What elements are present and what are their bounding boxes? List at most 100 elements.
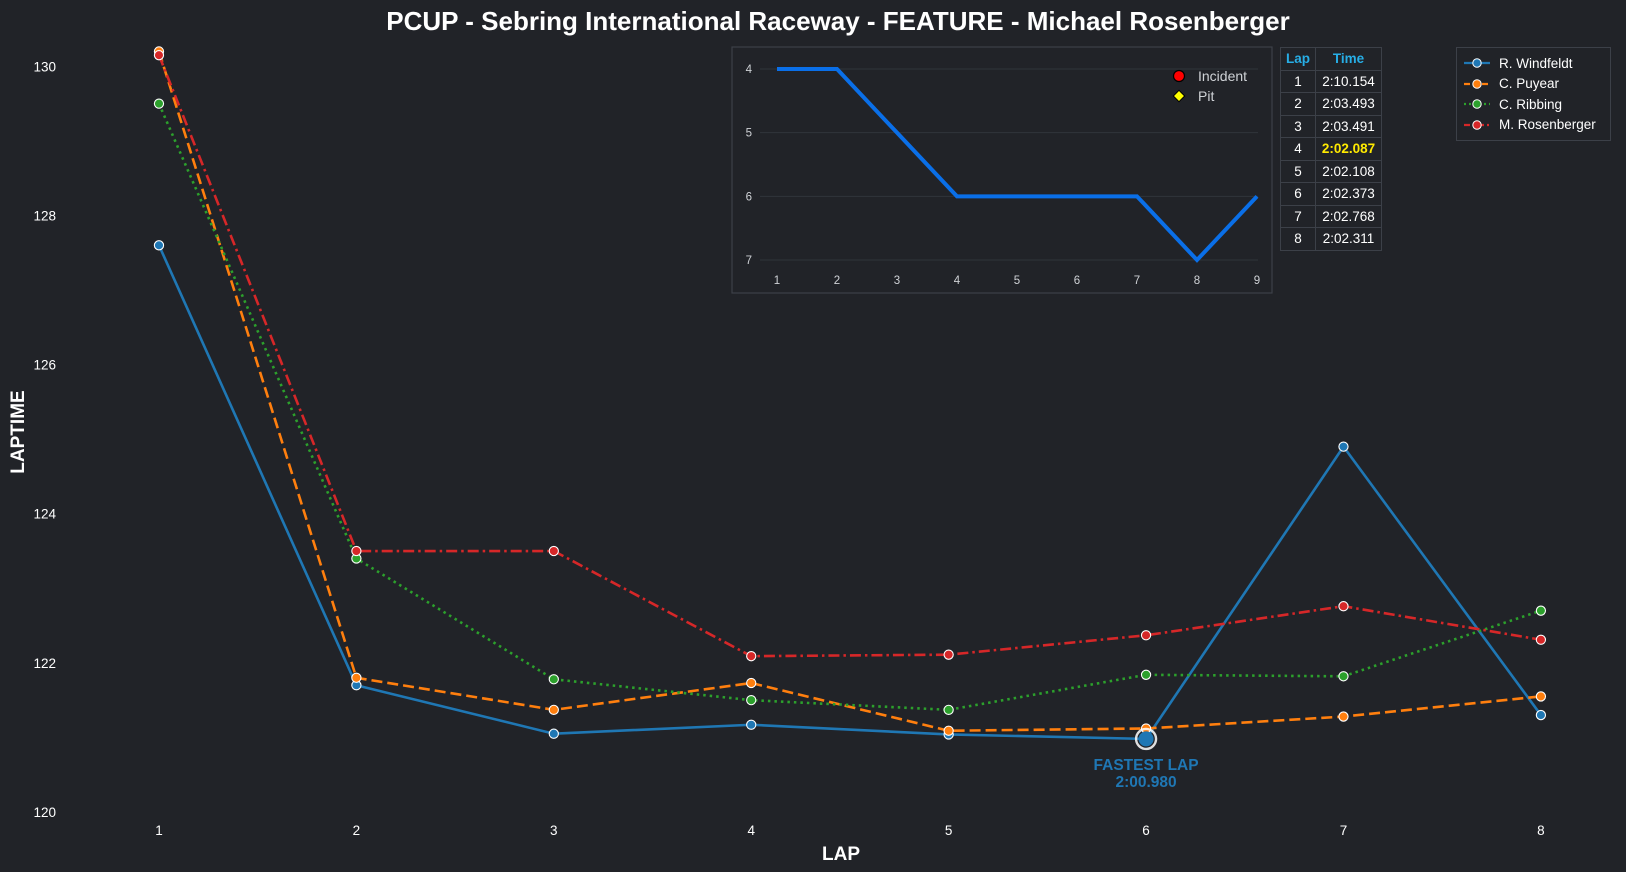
lap-column-header: Lap: [1280, 47, 1316, 71]
y-axis-ticks: 120 122 124 126 128 130: [33, 59, 56, 820]
x-tick-label: 5: [945, 823, 953, 838]
inset-x-tick-label: 5: [1014, 275, 1020, 287]
data-point: [548, 545, 559, 557]
inset-x-tick-label: 2: [834, 275, 840, 287]
data-point: [1535, 691, 1547, 702]
data-point: [153, 98, 165, 109]
data-point: [1535, 634, 1547, 645]
inset-position-line: [777, 67, 1259, 263]
inset-x-tick-label: 1: [774, 275, 780, 287]
data-point: [548, 728, 559, 739]
data-point: [1140, 669, 1152, 680]
incident-marker-icon: [1172, 69, 1186, 83]
legend-line-icon: [1464, 79, 1490, 89]
fastest-lap-ring: [1134, 727, 1158, 751]
lap-time-cell: 2:02.087: [1315, 137, 1382, 161]
x-axis-ticks: 1 2 3 4 5 6 7 8: [155, 823, 1544, 838]
lap-table-header: Lap Time: [1280, 47, 1382, 71]
x-tick-label: 1: [155, 823, 163, 838]
x-tick-label: 8: [1537, 823, 1545, 838]
chart-title: PCUP - Sebring International Raceway - F…: [386, 6, 1289, 36]
lap-time-cell: 2:03.491: [1315, 114, 1382, 138]
data-point: [1338, 671, 1349, 682]
series-c-ribbing: [153, 98, 1547, 715]
x-tick-label: 3: [550, 823, 558, 838]
data-point: [943, 725, 954, 736]
data-point: [1338, 441, 1349, 452]
lap-time-cell: 2:10.154: [1315, 69, 1382, 93]
fastest-lap-label: FASTEST LAP: [1094, 757, 1199, 774]
y-tick-label: 120: [33, 805, 56, 820]
data-point: [746, 695, 757, 706]
data-point: [351, 545, 362, 557]
data-point: [351, 672, 362, 683]
position-line: [777, 67, 1259, 263]
lap-number-cell: 6: [1280, 182, 1316, 206]
series-layer: [153, 46, 1547, 745]
inset-legend: Incident Pit: [1172, 68, 1247, 104]
data-point: [746, 677, 757, 689]
inset-x-tick-label: 6: [1074, 275, 1080, 287]
lap-number-cell: 5: [1280, 159, 1316, 183]
data-point: [153, 240, 165, 251]
series-line: [157, 54, 1542, 658]
series-line: [157, 244, 1542, 741]
legend-line-icon: [1464, 120, 1490, 130]
data-point: [746, 719, 757, 730]
legend-label: C. Puyear: [1499, 76, 1560, 92]
lap-table-row: 7 2:02.768: [1280, 204, 1382, 228]
series-line: [157, 51, 1542, 733]
lap-number-cell: 7: [1280, 204, 1316, 228]
inset-y-tick-label: 4: [746, 64, 753, 76]
inset-x-tick-label: 8: [1194, 275, 1200, 287]
data-point: [943, 704, 954, 715]
data-point: [548, 674, 559, 685]
x-tick-label: 4: [747, 823, 755, 838]
legend-label: R. Windfeldt: [1499, 55, 1573, 71]
data-point: [1535, 605, 1547, 616]
chart-legend: R. Windfeldt C. Puyear C. Ribbing M. Rosenb…: [1456, 47, 1611, 141]
lap-table-body: 1 2:10.154 2 2:03.493 3 2:03.491 4 2:02.087 5 2:0…: [1280, 69, 1382, 251]
lap-time-cell: 2:02.108: [1315, 159, 1382, 183]
lap-time-cell: 2:02.373: [1315, 182, 1382, 206]
data-point: [1338, 601, 1349, 612]
x-tick-label: 6: [1142, 823, 1150, 838]
lap-table-row: 2 2:03.493: [1280, 92, 1382, 116]
lap-number-cell: 8: [1280, 227, 1316, 251]
fastest-lap-value: 2:00.980: [1115, 774, 1176, 791]
series-c-puyear: [153, 46, 1547, 736]
y-axis-label: LAPTIME: [8, 390, 29, 473]
pit-marker-icon: [1172, 89, 1186, 103]
lap-number-cell: 3: [1280, 114, 1316, 138]
legend-item: M. Rosenberger: [1463, 115, 1604, 136]
lap-time-cell: 2:02.768: [1315, 204, 1382, 228]
data-point: [1140, 630, 1152, 641]
inset-y-ticks: 4 5 6 7: [746, 64, 753, 267]
lap-table-row: 1 2:10.154: [1280, 69, 1382, 93]
fastest-lap-annotation: FASTEST LAP 2:00.980: [1094, 727, 1199, 791]
inset-x-tick-label: 3: [894, 275, 900, 287]
fastest-lap-marker: [1138, 731, 1154, 747]
legend-label: C. Ribbing: [1499, 96, 1563, 112]
y-tick-label: 122: [33, 656, 56, 671]
data-point: [153, 50, 165, 61]
y-tick-label: 128: [33, 208, 56, 223]
lap-table-row: 5 2:02.108: [1280, 159, 1382, 183]
series-line: [157, 103, 1542, 712]
inset-y-tick-label: 7: [746, 255, 752, 267]
incident-legend-label: Incident: [1198, 68, 1247, 84]
lap-table-row: 8 2:02.311: [1280, 227, 1382, 251]
data-point: [1535, 709, 1547, 721]
data-point: [943, 649, 954, 660]
lap-time-cell: 2:03.493: [1315, 92, 1382, 116]
lap-number-cell: 1: [1280, 69, 1316, 93]
lap-number-cell: 4: [1280, 137, 1316, 161]
position-inset: 4 5 6 7 1 2 3 4 5 6 7 8 9 Incident Pit: [731, 46, 1273, 294]
data-point: [1338, 711, 1349, 722]
time-column-header: Time: [1315, 47, 1382, 71]
lap-table-row: 3 2:03.491: [1280, 114, 1382, 138]
series-m-rosenberger: [153, 50, 1547, 662]
data-point: [746, 651, 757, 662]
inset-x-tick-label: 9: [1254, 275, 1260, 287]
